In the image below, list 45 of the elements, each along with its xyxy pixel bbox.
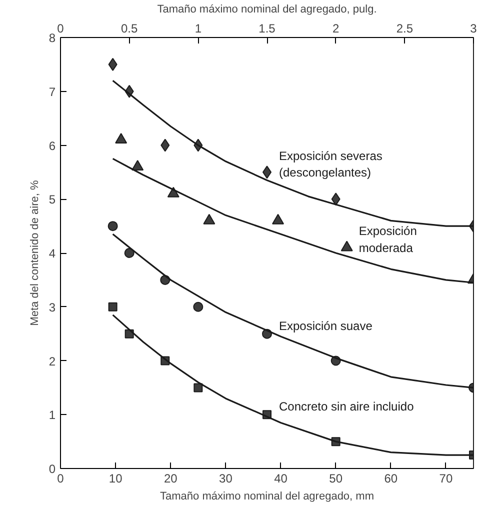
point <box>203 214 216 224</box>
x-tick-label: 0 <box>57 472 64 486</box>
x-tick-label: 40 <box>274 472 288 486</box>
x-tick-label: 50 <box>329 472 343 486</box>
series-label: Concreto sin aire incluido <box>279 400 414 414</box>
y-tick-label: 4 <box>48 246 56 260</box>
y-tick-label: 0 <box>48 462 56 476</box>
x-tick-label: 60 <box>384 472 398 486</box>
y-axis-title: Meta del contenido de aire, % <box>28 180 41 326</box>
y-tick-label: 7 <box>48 84 56 99</box>
x2-tick-label: 1.5 <box>258 22 276 36</box>
point <box>167 186 180 198</box>
y-tick-label: 6 <box>48 138 56 153</box>
series-label: Exposición severas (descongelantes) <box>279 148 382 180</box>
point <box>124 248 134 258</box>
point <box>115 133 128 144</box>
y-tick-label: 2 <box>48 354 56 368</box>
point <box>193 302 204 312</box>
point <box>108 221 118 232</box>
point <box>194 383 203 392</box>
y-tick-label: 8 <box>48 31 56 45</box>
x2-tick-label: 1 <box>194 22 202 36</box>
point <box>331 192 340 206</box>
y-tick-label: 3 <box>48 300 56 314</box>
x2-tick-label: 0 <box>57 22 64 36</box>
series-label: Exposición suave <box>279 318 373 333</box>
point <box>132 160 144 170</box>
series-label: Exposición moderada <box>358 224 417 256</box>
x2-tick-label: 3 <box>470 22 478 36</box>
x-tick-label: 30 <box>219 472 233 486</box>
point <box>272 214 284 224</box>
point <box>160 138 170 152</box>
x2-tick-label: 2 <box>332 22 340 36</box>
x-tick-label: 70 <box>439 472 453 486</box>
y-tick-label: 1 <box>48 408 56 422</box>
point <box>340 240 353 252</box>
x-tick-label: 10 <box>108 472 123 486</box>
point <box>108 58 118 71</box>
x2-tick-label: 0.5 <box>120 22 138 36</box>
y-tick-label: 5 <box>48 192 56 207</box>
point <box>108 302 118 312</box>
x2-axis-title: Tamaño máximo nominal del agregado, pulg. <box>157 4 377 16</box>
x2-tick-label: 2.5 <box>396 22 414 36</box>
x-tick-label: 20 <box>164 472 178 486</box>
x-axis-title: Tamaño máximo nominal del agregado, mm <box>160 490 374 502</box>
